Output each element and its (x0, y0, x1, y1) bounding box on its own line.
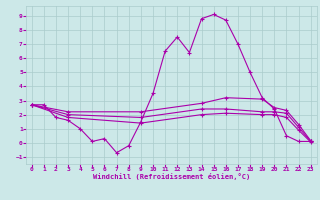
X-axis label: Windchill (Refroidissement éolien,°C): Windchill (Refroidissement éolien,°C) (92, 173, 250, 180)
